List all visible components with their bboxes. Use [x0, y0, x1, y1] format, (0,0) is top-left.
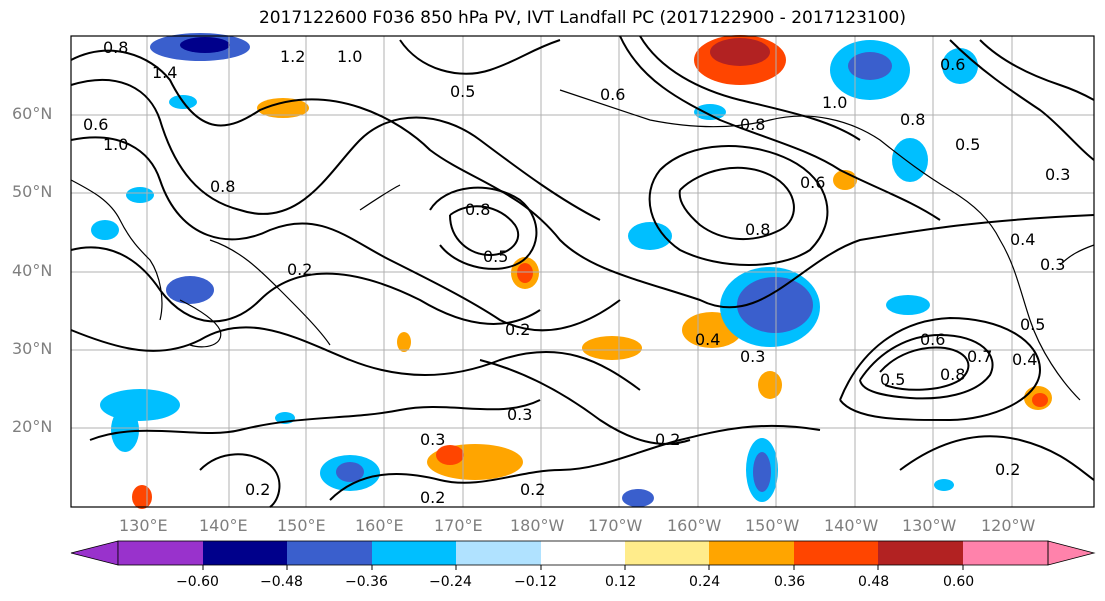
- lat-label: 50°N: [12, 182, 53, 201]
- lon-label: 120°W: [981, 516, 1036, 535]
- contour-label: 1.0: [822, 93, 847, 112]
- colorbar-bin: [118, 541, 203, 565]
- colorbar-bin: [709, 541, 794, 565]
- colorbar-bin: [541, 541, 626, 565]
- colorbar-tick-label: −0.48: [260, 574, 303, 590]
- contour-label: 1.4: [152, 63, 177, 82]
- contour-label: 1.0: [337, 47, 362, 66]
- contour-label: 0.6: [800, 173, 825, 192]
- colorbar-outline: [117, 540, 1049, 566]
- colorbar-bin: [794, 541, 879, 565]
- lat-label: 20°N: [12, 417, 53, 436]
- lat-label: 30°N: [12, 339, 53, 358]
- colorbar-bin: [203, 541, 288, 565]
- contour-label: 0.4: [695, 330, 720, 349]
- contour-label: 0.6: [83, 115, 108, 134]
- map-title: 2017122600 F036 850 hPa PV, IVT Landfall…: [258, 8, 906, 28]
- lon-label: 130°E: [119, 516, 168, 535]
- contour-label: 0.2: [995, 460, 1020, 479]
- lat-label: 40°N: [12, 261, 53, 280]
- lon-label: 180°W: [510, 516, 565, 535]
- colorbar: [70, 540, 1096, 570]
- colorbar-tick-label: 0.36: [774, 574, 806, 590]
- lon-label: 150°W: [745, 516, 800, 535]
- contour-label: 0.3: [507, 405, 532, 424]
- lon-label: 130°W: [902, 516, 957, 535]
- lon-label: 150°E: [277, 516, 326, 535]
- contour-label: 0.8: [210, 177, 235, 196]
- contour-label: 0.8: [900, 110, 925, 129]
- colorbar-bin: [456, 541, 541, 565]
- colorbar-bin: [878, 541, 963, 565]
- lon-label: 160°E: [355, 516, 404, 535]
- colorbar-extend-low: [70, 540, 119, 566]
- contour-label: 0.2: [245, 480, 270, 499]
- contour-label: 0.5: [880, 370, 905, 389]
- contour-label: 0.3: [1040, 255, 1065, 274]
- contour-label: 0.4: [1010, 230, 1035, 249]
- lon-label: 170°W: [588, 516, 643, 535]
- colorbar-bin: [287, 541, 372, 565]
- contour-label: 0.2: [287, 260, 312, 279]
- contour-label: 0.3: [740, 347, 765, 366]
- contour-label: 0.5: [483, 247, 508, 266]
- contour-label: 0.6: [940, 55, 965, 74]
- colorbar-tick-label: −0.24: [429, 574, 472, 590]
- contour-label: 0.2: [505, 320, 530, 339]
- coastlines: [70, 89, 1095, 401]
- contour-label: 0.2: [420, 488, 445, 507]
- contour-label: 0.6: [920, 330, 945, 349]
- lon-label: 160°W: [667, 516, 722, 535]
- contour-label: 0.8: [465, 200, 490, 219]
- contour-label: 1.0: [103, 135, 128, 154]
- contour-label: 0.4: [1012, 350, 1037, 369]
- contour-label: 0.7: [967, 347, 992, 366]
- colorbar-tick-label: −0.36: [345, 574, 388, 590]
- colorbar-tick-label: 0.60: [943, 574, 975, 590]
- contour-label: 0.3: [1045, 165, 1070, 184]
- pv-contours: [70, 35, 1095, 508]
- colorbar-tick-label: −0.60: [176, 574, 219, 590]
- contour-label: 0.2: [655, 430, 680, 449]
- contour-label: 0.5: [450, 82, 475, 101]
- contour-label: 0.8: [940, 365, 965, 384]
- contour-label: 0.8: [745, 220, 770, 239]
- colorbar-tick-label: 0.24: [689, 574, 721, 590]
- contour-label: 0.8: [740, 115, 765, 134]
- colorbar-tick-label: −0.12: [514, 574, 557, 590]
- colorbar-tick-label: 0.48: [858, 574, 890, 590]
- contour-label: 0.5: [955, 135, 980, 154]
- lon-label: 170°E: [434, 516, 483, 535]
- contour-label: 0.8: [103, 38, 128, 57]
- graticule: [71, 36, 1094, 507]
- pc-shading: [91, 33, 1052, 509]
- contour-label: 0.5: [1020, 315, 1045, 334]
- colorbar-extend-high: [1047, 540, 1096, 566]
- contour-label-group: 0.8 1.4 1.2 1.0 0.6 1.0 0.8 0.2 0.5 0.8 …: [83, 38, 1070, 507]
- map-frame: [70, 35, 1095, 508]
- lon-label: 140°E: [199, 516, 248, 535]
- contour-label: 0.2: [520, 480, 545, 499]
- lon-label: 140°W: [824, 516, 879, 535]
- contour-label: 1.2: [280, 47, 305, 66]
- colorbar-tick-label: 0.12: [605, 574, 637, 590]
- contour-label: 0.6: [600, 85, 625, 104]
- lat-label: 60°N: [12, 104, 53, 123]
- colorbar-bin: [625, 541, 710, 565]
- contour-label: 0.3: [420, 430, 445, 449]
- colorbar-bin: [963, 541, 1048, 565]
- colorbar-bin: [372, 541, 457, 565]
